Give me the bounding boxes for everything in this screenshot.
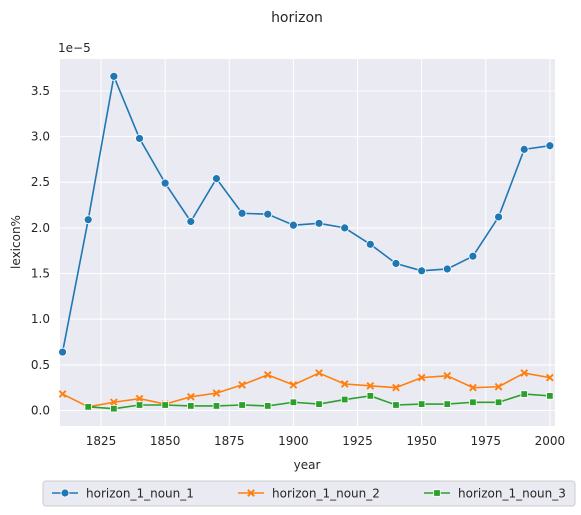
data-point: [417, 373, 426, 382]
legend-label: horizon_1_noun_1: [86, 487, 194, 501]
data-point: [58, 347, 67, 357]
data-point: [135, 394, 144, 403]
series-horizon_1_noun_3: [84, 390, 554, 413]
data-point: [109, 398, 118, 407]
data-point: [520, 369, 529, 377]
data-point: [135, 134, 144, 143]
data-point: [442, 264, 452, 274]
y-axis-offset-label: 1e−5: [58, 41, 91, 55]
legend-item: horizon_1_noun_3: [424, 487, 566, 501]
data-point: [109, 71, 119, 81]
data-point: [314, 218, 324, 228]
data-point: [315, 369, 323, 377]
data-point: [443, 400, 451, 408]
y-axis-label: lexicon%: [9, 215, 23, 269]
legend-item: horizon_1_noun_1: [52, 487, 194, 501]
data-point: [520, 390, 528, 398]
y-tick-label: 2.0: [31, 221, 50, 235]
data-point: [160, 178, 170, 188]
x-tick-label: 1975: [470, 434, 501, 448]
data-point: [366, 392, 375, 400]
data-point: [469, 398, 477, 406]
y-tick-label: 0.0: [31, 403, 50, 417]
data-point: [392, 401, 400, 409]
grid-lines: [60, 59, 555, 426]
data-point: [391, 259, 401, 268]
data-point: [366, 381, 375, 390]
data-point: [494, 398, 503, 406]
data-point: [187, 402, 195, 410]
data-point: [468, 251, 478, 261]
data-point: [340, 223, 350, 233]
data-point: [238, 401, 246, 409]
y-tick-label: 3.5: [31, 84, 50, 98]
data-point: [186, 392, 195, 401]
y-tick-label: 1.0: [31, 312, 50, 326]
data-point: [247, 489, 255, 497]
legend-item: horizon_1_noun_2: [238, 487, 380, 501]
series-line: [61, 75, 550, 353]
data-point: [469, 383, 477, 392]
data-point: [212, 174, 221, 183]
data-point: [212, 389, 221, 398]
data-point: [289, 381, 298, 389]
y-tick-label: 3.0: [31, 130, 50, 144]
plot-area: [60, 59, 555, 426]
legend-label: horizon_1_noun_3: [458, 487, 566, 501]
data-point: [135, 401, 144, 409]
x-axis-label: year: [294, 458, 321, 472]
x-tick-label: 1925: [342, 434, 373, 448]
data-point: [417, 400, 426, 408]
chart-title: horizon: [271, 10, 323, 26]
x-tick-label: 1825: [86, 434, 117, 448]
data-point: [110, 404, 118, 413]
data-point: [340, 380, 349, 388]
x-tick-label: 1900: [278, 434, 309, 448]
data-point: [494, 382, 503, 391]
y-tick-label: 0.5: [31, 358, 50, 372]
series-layer: [58, 71, 555, 413]
data-point: [58, 390, 67, 398]
x-tick-label: 1950: [406, 434, 437, 448]
legend-label: horizon_1_noun_2: [272, 487, 380, 501]
data-point: [546, 392, 554, 400]
data-point: [83, 215, 93, 225]
data-point: [237, 208, 247, 218]
data-point: [392, 383, 400, 392]
x-axis-ticks: 1825 1850 1875 1900 1925 1950 1975 2000: [86, 434, 565, 448]
data-point: [60, 488, 70, 498]
y-tick-label: 2.5: [31, 175, 50, 189]
data-point: [161, 401, 169, 409]
data-point: [315, 400, 323, 408]
data-point: [264, 402, 272, 410]
data-point: [443, 371, 452, 380]
data-point: [288, 220, 298, 230]
series-horizon_1_noun_1: [58, 71, 555, 357]
data-point: [238, 381, 246, 389]
data-point: [84, 403, 92, 411]
data-point: [289, 398, 298, 406]
legend: horizon_1_noun_1 horizon_1_noun_2 horizon_…: [42, 480, 576, 507]
y-tick-label: 1.5: [31, 267, 50, 281]
data-point: [519, 144, 529, 154]
x-tick-label: 2000: [535, 434, 566, 448]
data-point: [433, 489, 441, 497]
x-tick-label: 1875: [214, 434, 245, 448]
data-point: [365, 239, 375, 249]
data-point: [494, 212, 503, 222]
data-point: [545, 373, 554, 382]
data-point: [545, 141, 555, 151]
data-point: [186, 217, 196, 226]
x-tick-label: 1850: [150, 434, 181, 448]
data-point: [417, 266, 427, 276]
series-line: [62, 372, 551, 408]
legend-box: [42, 480, 576, 507]
data-point: [263, 371, 272, 379]
data-point: [340, 395, 349, 404]
data-point: [212, 402, 221, 410]
y-axis-ticks: 0.0 0.5 1.0 1.5 2.0 2.5 3.0 3.5: [31, 84, 50, 418]
data-point: [263, 209, 273, 219]
